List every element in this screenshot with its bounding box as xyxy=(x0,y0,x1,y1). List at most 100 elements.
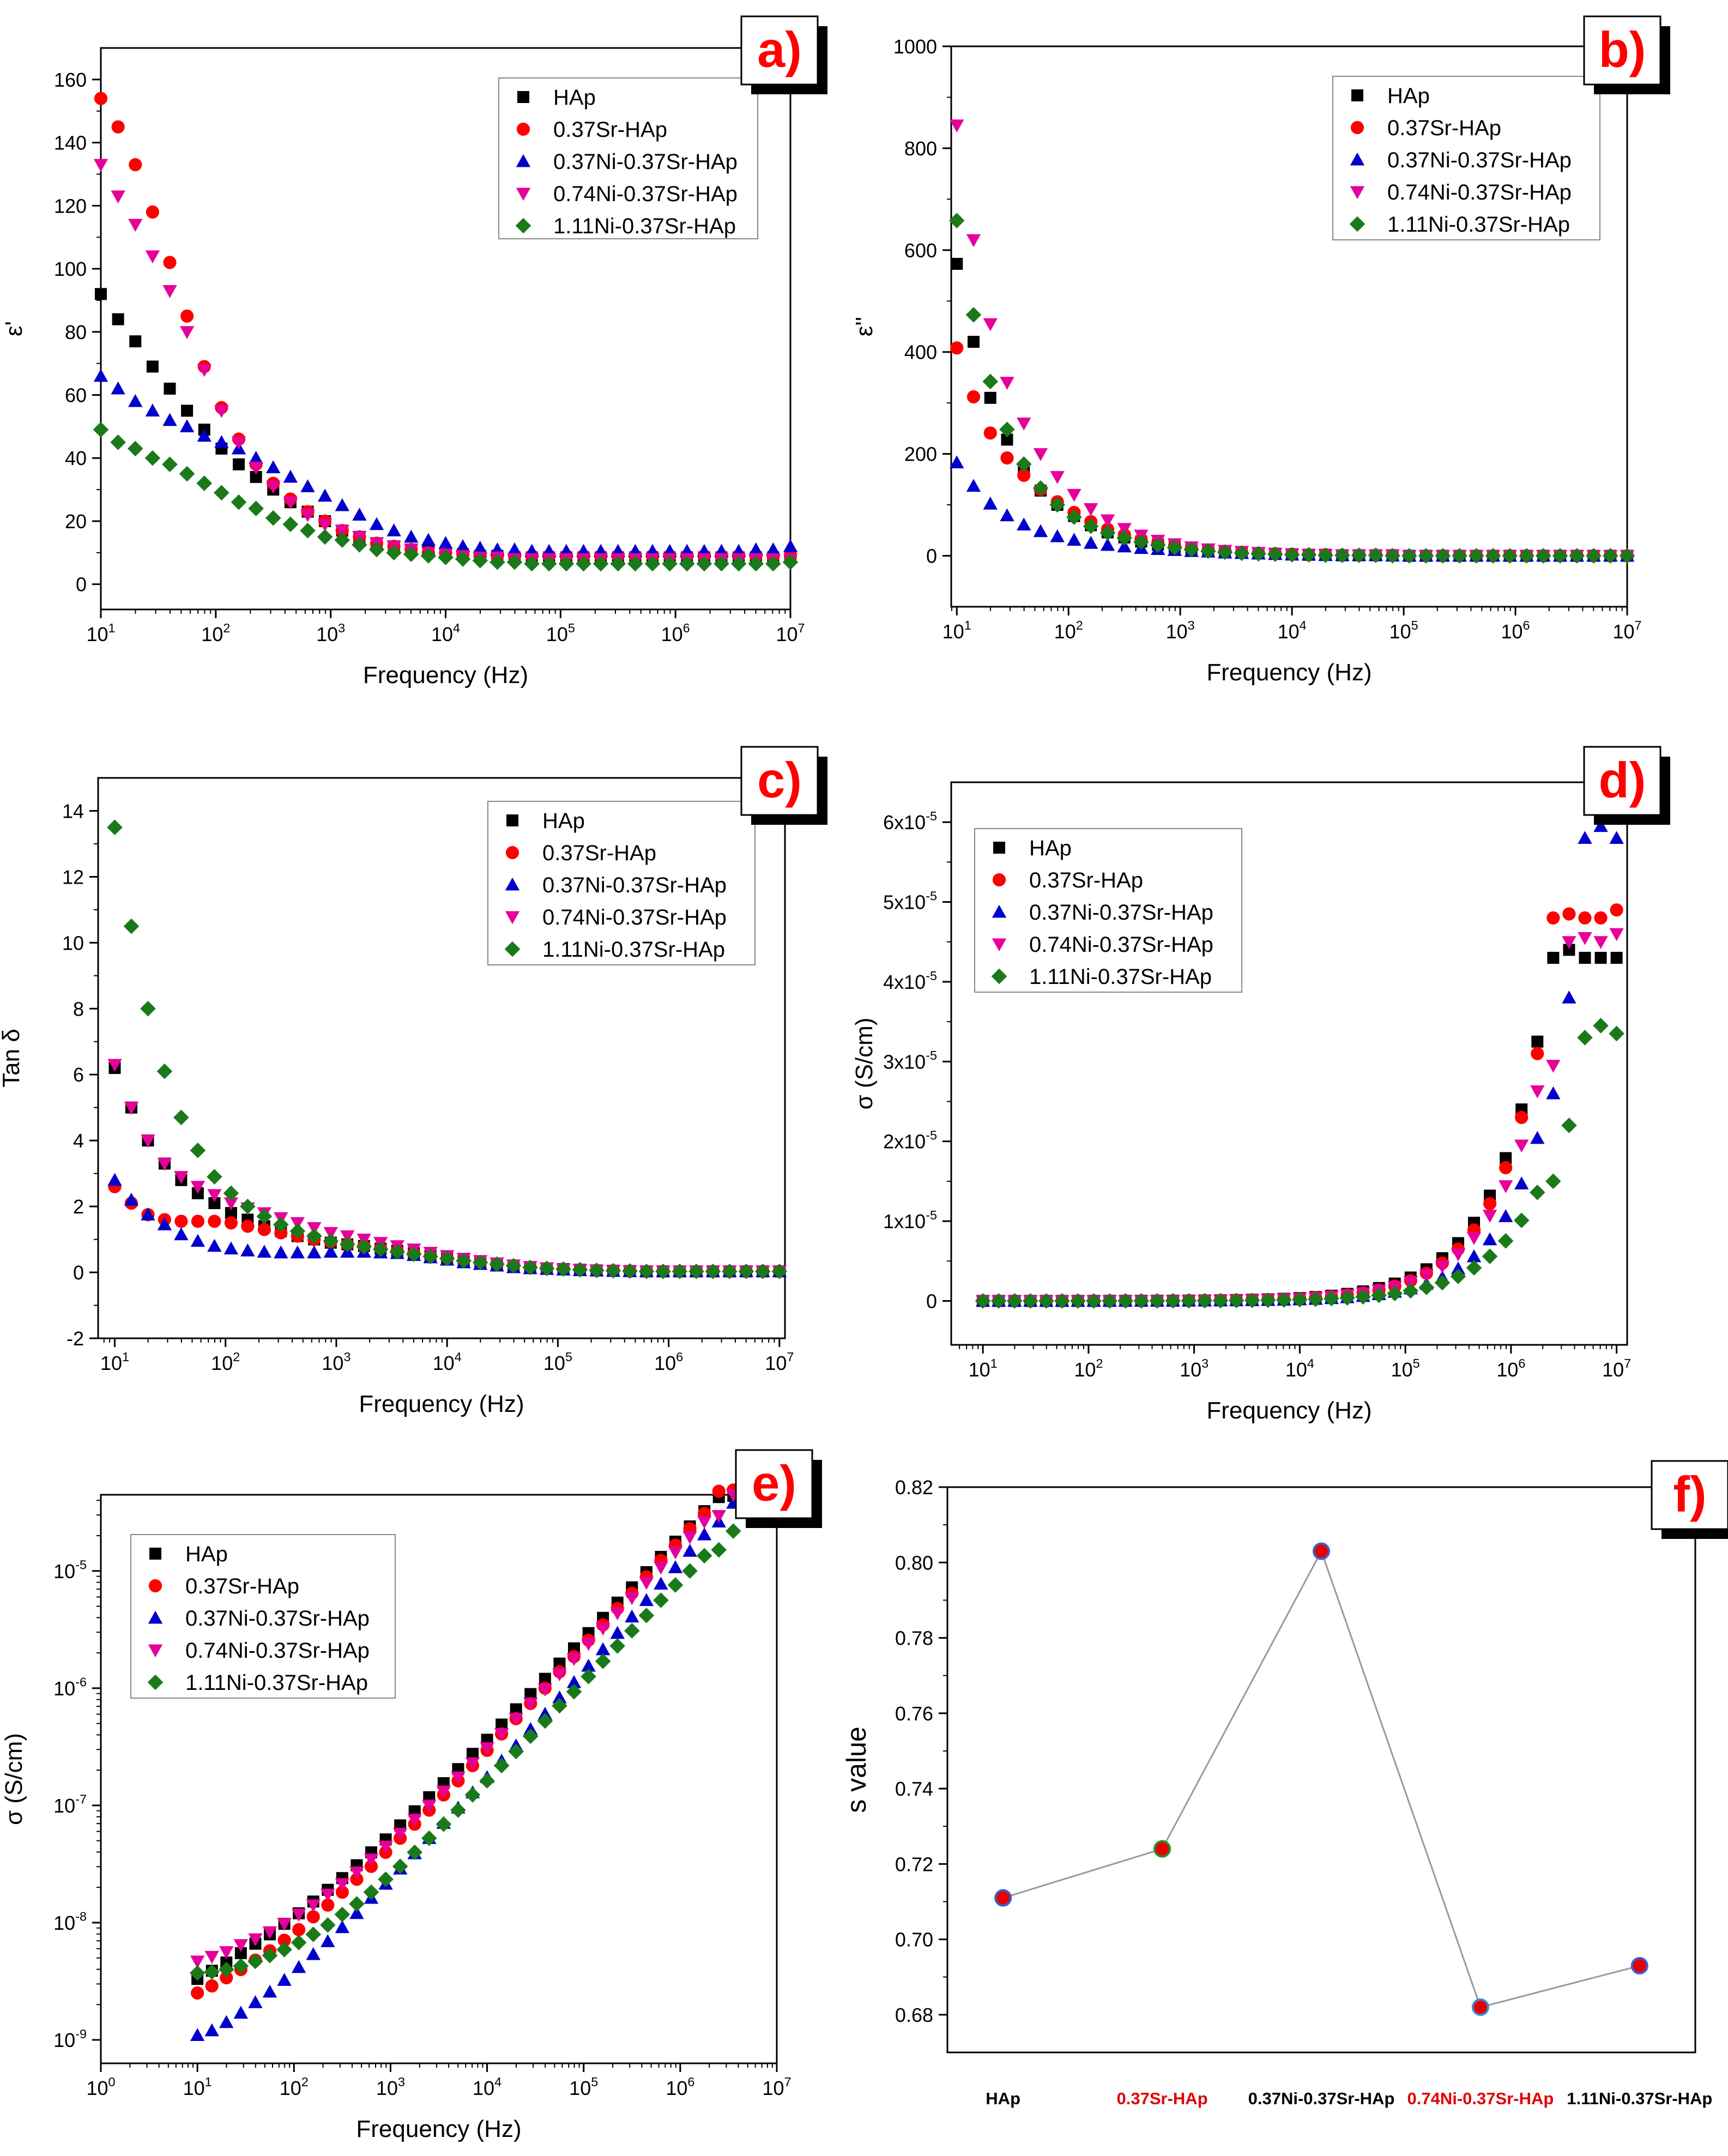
panel-a-y-tick-label: 0 xyxy=(76,573,87,596)
panel-b-data-point xyxy=(1032,480,1049,496)
panel-e-data-point xyxy=(668,1560,683,1573)
panel-b-data-point xyxy=(1067,488,1081,502)
panel-b-data-point xyxy=(950,455,964,469)
panel-c-y-tick-label: 0 xyxy=(73,1261,84,1284)
panel-d-data-point xyxy=(1451,1261,1466,1275)
panel-b-data-point xyxy=(1586,548,1602,564)
panel-b-legend-label: 1.11Ni-0.37Sr-HAp xyxy=(1387,213,1570,237)
panel-e-data-point xyxy=(537,1683,553,1697)
panel-a-x-tick-label: 102 xyxy=(201,621,230,645)
panel-c-data-point xyxy=(157,1157,172,1171)
panel-e-data-point xyxy=(581,1658,596,1672)
panel-d-legend-label: 0.74Ni-0.37Sr-HAp xyxy=(1029,933,1213,957)
panel-a-legend-box xyxy=(498,77,758,239)
panel-e-data-point xyxy=(537,1713,553,1729)
panel-e-data-point xyxy=(610,1607,625,1621)
panel-c-data-point xyxy=(191,1215,205,1228)
panel-a-data-point xyxy=(111,120,125,134)
panel-a-legend-marker xyxy=(516,122,530,136)
panel-e-data-point xyxy=(522,1728,539,1744)
panel-e-data-point xyxy=(233,1958,249,1974)
panel-a-data-point xyxy=(524,555,540,572)
panel-e-data-point xyxy=(248,1933,263,1947)
panel-b-x-tick-label: 104 xyxy=(1278,618,1307,643)
panel-c-legend-label: 0.37Ni-0.37Sr-HAp xyxy=(542,873,727,897)
panel-b-data-point xyxy=(983,426,997,440)
panel-b-data-point xyxy=(966,234,981,247)
panel-c-x-tick-label: 107 xyxy=(765,1350,794,1374)
panel-b-data-point xyxy=(1117,539,1132,553)
panel-a-data-point xyxy=(146,205,159,219)
panel-e-y-tick-label: 10-6 xyxy=(53,1675,87,1700)
panel-d-legend-marker xyxy=(992,938,1007,952)
panel-d-data-point xyxy=(1594,911,1608,925)
panel-d-data-point xyxy=(1515,1110,1528,1124)
panel-c-data-point xyxy=(223,1197,239,1211)
panel-e-data-point xyxy=(654,1577,668,1590)
panel-e-data-point xyxy=(407,1844,423,1861)
panel-d-data-point xyxy=(1579,952,1591,964)
panel-c-y-tick-label: 12 xyxy=(62,866,84,888)
panel-e-data-point xyxy=(682,1531,697,1544)
panel-a-data-point xyxy=(714,555,729,572)
panel-d-legend-label: HAp xyxy=(1029,836,1072,860)
panel-c-label: c) xyxy=(757,753,802,808)
panel-a-data-point xyxy=(180,309,194,323)
panel-e-chart: 100 101 102 103 104 105 106 107 10-9 10-8 10-7 10-6… xyxy=(1,1449,822,2142)
panel-d-data-point xyxy=(1181,1293,1197,1309)
panel-b-legend-label: HAp xyxy=(1387,84,1430,108)
panel-a-data-point xyxy=(94,92,108,105)
panel-a-label-box xyxy=(740,15,819,86)
panel-e-data-point xyxy=(552,1668,567,1682)
panel-b-data-point xyxy=(1000,508,1014,522)
panel-f-data-point xyxy=(1630,1956,1648,1974)
panel-e-data-point xyxy=(552,1698,567,1714)
panel-b-legend-label: 0.37Sr-HAp xyxy=(1387,116,1501,140)
panel-c-data-point xyxy=(174,1215,188,1228)
panel-e-data-point xyxy=(349,1866,364,1880)
panel-d-data-point xyxy=(1546,1060,1561,1073)
panel-d-data-point xyxy=(1530,1131,1545,1144)
panel-e-data-point xyxy=(378,1871,394,1887)
panel-d-data-point xyxy=(1610,903,1623,917)
panel-e-data-point xyxy=(233,1939,249,1952)
panel-c-data-point xyxy=(223,1185,239,1201)
panel-b-data-point xyxy=(1100,514,1115,528)
panel-e-data-point xyxy=(450,1802,466,1818)
panel-b-data-point xyxy=(1017,517,1031,531)
panel-e-data-point xyxy=(392,1858,408,1875)
panel-d-data-point xyxy=(1403,1276,1418,1289)
panel-d-data-point xyxy=(1593,1018,1609,1034)
panel-e-data-point xyxy=(262,1947,278,1964)
panel-a-data-point xyxy=(282,516,299,533)
panel-d-x-tick-label: 104 xyxy=(1285,1356,1314,1381)
panel-e-data-point xyxy=(524,1688,537,1700)
panel-d-series-0 xyxy=(977,944,1623,1307)
panel-d-data-point xyxy=(1497,1233,1514,1249)
panel-a-data-point xyxy=(404,529,419,543)
panel-d-data-point xyxy=(1546,1086,1561,1100)
panel-a-data-point xyxy=(386,545,402,561)
panel-c-data-point xyxy=(472,1254,488,1271)
panel-b-x-tick-label: 103 xyxy=(1166,618,1195,643)
panel-d-label: d) xyxy=(1599,753,1646,808)
panel-e-data-point xyxy=(581,1638,596,1651)
panel-e-data-point xyxy=(697,1527,712,1541)
panel-d-data-point xyxy=(1276,1292,1292,1308)
panel-c-data-point xyxy=(439,1251,455,1266)
panel-e-legend: HAp 0.37Sr-HAp 0.37Ni-0.37Sr-HAp 0.74Ni-0.3… xyxy=(130,1534,396,1699)
panel-f-label-box xyxy=(1651,1460,1728,1530)
panel-d-legend-box xyxy=(974,828,1242,993)
panel-e-data-point xyxy=(624,1623,640,1639)
panel-a-y-tick-label: 120 xyxy=(54,195,87,217)
panel-b-data-point xyxy=(1619,548,1635,564)
panel-d-y-axis-label: σ (S/cm) xyxy=(851,1018,878,1110)
panel-b-legend-marker xyxy=(1351,89,1363,101)
panel-a-data-point xyxy=(93,159,108,172)
panel-e-data-point xyxy=(725,1523,741,1539)
panel-f-y-tick-label: 0.78 xyxy=(895,1627,933,1650)
panel-b-frame xyxy=(950,45,1628,608)
panel-b-series-4 xyxy=(948,213,1635,564)
panel-a-data-point xyxy=(576,555,591,572)
panel-a-data-point xyxy=(300,523,316,539)
